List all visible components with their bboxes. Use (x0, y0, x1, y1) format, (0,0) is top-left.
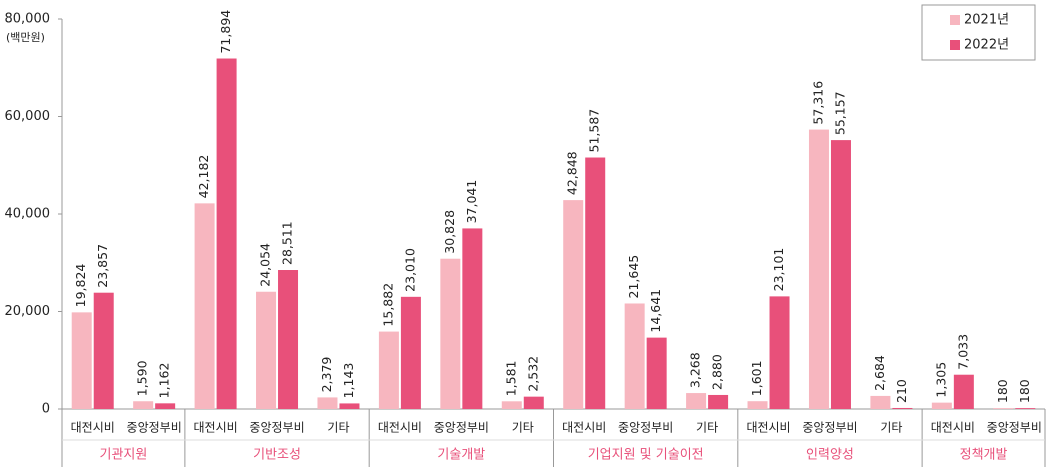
x-tick-label: 대전시비 (378, 421, 422, 435)
bar (931, 402, 952, 409)
x-tick-label: 중앙정부비 (127, 421, 182, 435)
value-label: 1,162 (157, 363, 172, 399)
x-tick-label: 중앙정부비 (434, 421, 489, 435)
value-label: 1,601 (749, 360, 764, 396)
value-label: 23,010 (402, 248, 417, 292)
value-label: 42,182 (196, 155, 211, 199)
y-tick-label: 40,000 (5, 207, 51, 222)
group-label: 기반조성 (253, 448, 301, 463)
value-label: 55,157 (832, 91, 847, 135)
x-tick-label: 대전시비 (71, 421, 115, 435)
value-label: 57,316 (810, 81, 825, 125)
x-tick-label: 중앙정부비 (249, 421, 304, 435)
bar (870, 395, 891, 409)
legend-swatch (950, 40, 960, 50)
bar (400, 296, 421, 409)
x-tick-label: 중앙정부비 (618, 421, 673, 435)
bar (646, 337, 667, 409)
x-tick-label: 기타 (696, 421, 718, 435)
value-label: 2,379 (319, 357, 334, 393)
legend-label: 2021년 (964, 13, 1009, 28)
value-label: 30,828 (442, 210, 457, 254)
bar (1015, 408, 1036, 409)
value-label: 71,894 (218, 10, 233, 54)
value-label: 210 (894, 379, 909, 403)
y-unit: (백만원) (6, 31, 45, 44)
value-label: 42,848 (565, 151, 580, 195)
bar (194, 203, 215, 409)
value-label: 21,645 (626, 255, 641, 299)
bar (462, 228, 483, 409)
value-label: 180 (1017, 379, 1032, 403)
x-tick-label: 기타 (880, 421, 902, 435)
value-label: 2,880 (710, 354, 725, 390)
legend-label: 2022년 (964, 38, 1009, 53)
x-tick-label: 기타 (512, 421, 534, 435)
bar (892, 407, 913, 409)
x-tick-label: 중앙정부비 (802, 421, 857, 435)
bar (93, 292, 114, 409)
value-label: 14,641 (648, 289, 663, 333)
bar (747, 401, 768, 409)
bar (378, 331, 399, 409)
value-label: 1,590 (135, 360, 150, 396)
value-label: 37,041 (464, 180, 479, 224)
bar (501, 401, 522, 409)
value-label: 1,581 (503, 360, 518, 396)
x-tick-label: 대전시비 (562, 421, 606, 435)
bar (317, 397, 338, 409)
value-label: 2,532 (525, 356, 540, 392)
bar (563, 200, 584, 409)
group-label: 기업지원 및 기술이전 (588, 448, 704, 463)
legend-swatch (950, 15, 960, 25)
value-label: 1,143 (341, 363, 356, 399)
bar (686, 393, 707, 409)
x-tick-label: 대전시비 (194, 421, 238, 435)
x-tick-label: 중앙정부비 (987, 421, 1042, 435)
bar (953, 374, 974, 409)
bar (216, 58, 237, 409)
x-tick-label: 대전시비 (931, 421, 975, 435)
value-label: 1,305 (933, 362, 948, 398)
bar (155, 403, 176, 409)
value-label: 3,268 (688, 352, 703, 388)
y-tick-label: 20,000 (5, 304, 51, 319)
y-tick-label: 80,000 (5, 12, 51, 27)
bar (440, 258, 461, 409)
value-label: 180 (995, 379, 1010, 403)
bar (993, 408, 1014, 409)
x-tick-label: 기타 (327, 421, 349, 435)
bar (278, 270, 299, 409)
value-label: 7,033 (955, 334, 970, 370)
value-label: 23,101 (771, 248, 786, 292)
value-label: 2,684 (872, 355, 887, 391)
bar (523, 396, 544, 409)
legend-box (921, 4, 1036, 61)
bar (769, 296, 790, 409)
value-label: 15,882 (380, 283, 395, 327)
value-label: 28,511 (280, 221, 295, 265)
bar (708, 394, 729, 409)
group-label: 인력양성 (806, 448, 854, 463)
value-label: 24,054 (258, 243, 273, 287)
group-label: 기관지원 (100, 448, 148, 463)
y-tick-label: 60,000 (5, 109, 51, 124)
bar (133, 401, 154, 409)
x-tick-label: 대전시비 (746, 421, 790, 435)
bar (256, 291, 277, 409)
value-label: 23,857 (95, 244, 110, 288)
value-label: 19,824 (73, 264, 88, 308)
bar (830, 140, 851, 409)
bar (71, 312, 92, 409)
bar (624, 303, 645, 409)
value-label: 51,587 (587, 109, 602, 153)
bar (339, 403, 360, 409)
y-tick-label: 0 (42, 402, 50, 417)
bar (808, 129, 829, 409)
bar (585, 157, 606, 409)
group-label: 정책개발 (960, 448, 1008, 463)
group-label: 기술개발 (437, 448, 485, 463)
